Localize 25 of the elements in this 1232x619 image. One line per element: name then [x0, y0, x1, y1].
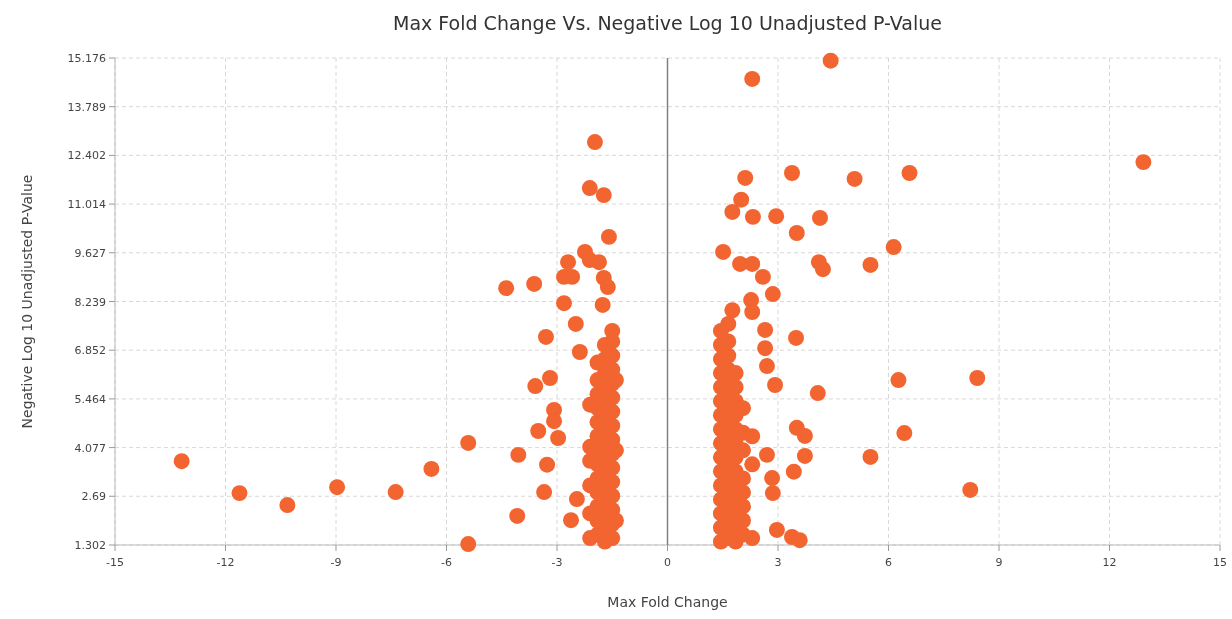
- y-tick-label: 5.464: [74, 392, 106, 406]
- x-tick-label: 15: [1213, 556, 1227, 569]
- x-tick-label: -12: [216, 556, 235, 569]
- x-tick-label: -3: [551, 556, 563, 569]
- y-tick-label: 12.402: [67, 149, 106, 163]
- y-tick-label: 13.789: [67, 100, 106, 114]
- x-tick-label: 3: [774, 556, 782, 569]
- x-tick-label: 9: [995, 556, 1003, 569]
- y-tick-label: 6.852: [74, 344, 106, 358]
- x-tick-label: -9: [330, 556, 342, 569]
- y-axis-title: Negative Log 10 Unadjusted P-Value: [19, 174, 35, 429]
- y-tick-label: 1.302: [74, 539, 106, 552]
- x-tick-label: 12: [1102, 556, 1117, 569]
- x-tick-label: -15: [106, 556, 124, 569]
- x-tick-label: 0: [664, 556, 671, 569]
- y-tick-label: 4.077: [74, 441, 106, 455]
- y-tick-label: 9.627: [74, 246, 106, 260]
- y-tick-label: 2.69: [81, 490, 106, 504]
- x-tick-label: 6: [885, 556, 892, 569]
- chart-title: Max Fold Change Vs. Negative Log 10 Unadjusted P-Value: [393, 12, 942, 34]
- y-tick-label: 8.239: [74, 295, 106, 309]
- x-tick-label: -6: [441, 556, 452, 569]
- y-tick-label: 15.176: [67, 52, 106, 65]
- y-tick-label: 11.014: [67, 198, 106, 212]
- x-axis-title: Max Fold Change: [607, 594, 728, 610]
